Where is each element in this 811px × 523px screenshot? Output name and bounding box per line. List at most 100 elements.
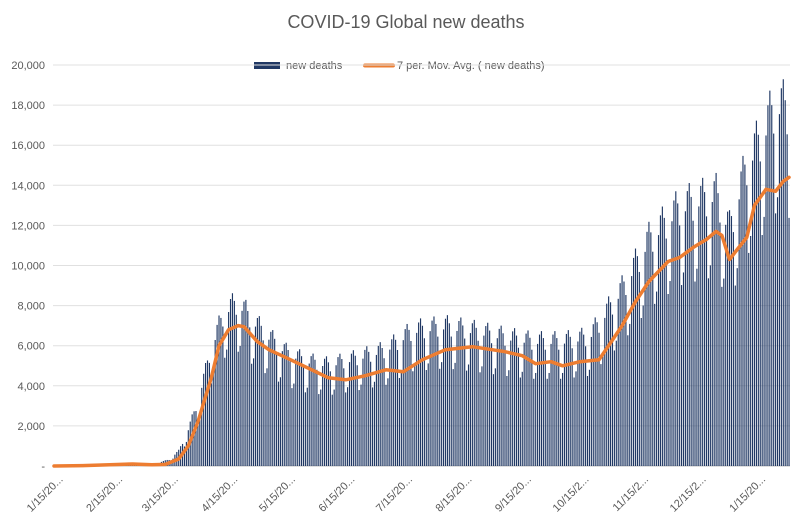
bar xyxy=(193,411,195,466)
bar xyxy=(429,331,431,466)
bar xyxy=(496,338,498,466)
bar xyxy=(598,332,600,466)
bar xyxy=(644,251,646,466)
bar xyxy=(679,225,681,466)
bar xyxy=(611,314,614,466)
bar xyxy=(448,323,450,466)
x-tick-label: 7/15/20... xyxy=(374,474,415,515)
bar xyxy=(214,339,216,466)
x-tick-label: 5/15/20... xyxy=(257,474,298,515)
bar xyxy=(748,252,750,466)
bar xyxy=(251,363,253,466)
x-tick-label: 10/15/2... xyxy=(551,474,592,515)
bar xyxy=(629,323,631,466)
bar xyxy=(725,224,727,466)
bar xyxy=(356,365,358,466)
bar xyxy=(538,334,541,466)
bar xyxy=(581,327,583,466)
bar xyxy=(343,368,345,466)
bar xyxy=(592,324,594,466)
bar xyxy=(657,235,660,466)
bar xyxy=(569,336,571,466)
bar xyxy=(673,200,675,466)
x-tick-label: 1/15/20... xyxy=(727,474,768,515)
bar xyxy=(427,363,429,466)
bar xyxy=(466,370,468,466)
bar xyxy=(784,100,786,466)
bar xyxy=(492,374,495,466)
bar xyxy=(546,378,548,466)
bar xyxy=(203,373,205,466)
gridlines xyxy=(53,64,790,467)
bar xyxy=(381,348,383,466)
bar xyxy=(260,325,262,466)
bar xyxy=(404,329,406,466)
bar xyxy=(297,351,299,466)
y-axis: - 2,000 4,000 6,000 8,000 10,000 12,000 14,000 1… xyxy=(11,60,45,473)
bar xyxy=(786,134,788,466)
bar xyxy=(556,338,558,466)
legend-label-new-deaths: new deaths xyxy=(286,60,343,72)
bar xyxy=(249,327,251,466)
bar xyxy=(396,349,399,466)
bar xyxy=(220,317,222,466)
bar xyxy=(529,337,531,466)
bar xyxy=(416,332,418,466)
bar xyxy=(552,334,554,466)
bar xyxy=(360,384,362,466)
bar xyxy=(467,364,470,466)
bar xyxy=(776,197,779,466)
bar xyxy=(631,276,633,466)
bar xyxy=(617,298,619,466)
bar xyxy=(450,336,452,466)
bar xyxy=(458,320,460,466)
bar xyxy=(521,371,523,466)
bar xyxy=(500,325,502,466)
bar xyxy=(707,278,710,466)
bar xyxy=(314,359,316,466)
x-tick-label: 8/15/20... xyxy=(434,474,475,515)
bar xyxy=(609,302,612,466)
bar xyxy=(765,135,767,466)
bar xyxy=(398,378,401,466)
bar xyxy=(252,358,255,466)
bar xyxy=(364,349,366,466)
bar xyxy=(586,375,589,466)
bar xyxy=(698,206,700,466)
bar xyxy=(510,340,512,466)
bar xyxy=(228,312,230,466)
bar xyxy=(755,120,757,466)
bar xyxy=(235,314,237,466)
bar xyxy=(727,211,729,466)
bar xyxy=(535,372,537,466)
bar xyxy=(608,296,610,466)
bar xyxy=(239,345,241,466)
bar xyxy=(512,331,514,466)
bar xyxy=(558,349,560,466)
bar xyxy=(377,345,379,466)
y-tick-label: 10,000 xyxy=(11,261,45,273)
bar xyxy=(788,217,790,466)
bar xyxy=(767,105,769,466)
bar xyxy=(354,355,356,466)
bar xyxy=(233,300,235,466)
bar xyxy=(393,334,395,466)
bar xyxy=(270,331,272,466)
bar xyxy=(684,211,686,466)
bar xyxy=(358,390,360,466)
bar xyxy=(613,350,615,466)
bar xyxy=(206,360,209,466)
bar xyxy=(702,177,704,466)
bar xyxy=(454,362,456,466)
bar xyxy=(258,316,260,466)
bar xyxy=(477,340,479,466)
bar xyxy=(327,362,329,466)
bar xyxy=(717,193,719,467)
bar xyxy=(692,220,694,466)
bar xyxy=(723,278,725,466)
bar xyxy=(412,371,414,466)
bar xyxy=(441,362,443,466)
bar xyxy=(439,368,441,466)
bar xyxy=(719,222,721,466)
bar xyxy=(226,349,228,466)
